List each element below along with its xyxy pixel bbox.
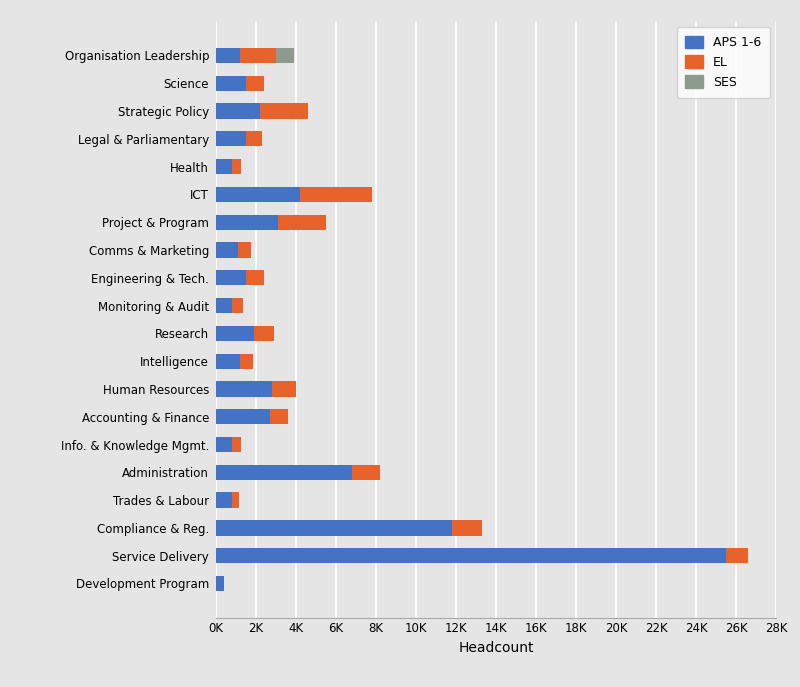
Bar [246,270,264,285]
Bar [216,48,240,63]
Bar [240,48,276,63]
Bar [300,187,372,202]
Bar [232,437,241,452]
Bar [254,326,274,341]
Bar [260,103,308,119]
Bar [278,214,326,230]
Bar [216,103,260,119]
Bar [232,493,239,508]
Bar [216,298,232,313]
Bar [216,270,246,285]
X-axis label: Headcount: Headcount [458,641,534,655]
Bar [216,326,254,341]
Bar [216,437,232,452]
Bar [216,520,452,536]
Bar [238,243,251,258]
Bar [270,409,288,425]
Bar [216,464,352,480]
Bar [352,464,380,480]
Bar [246,131,262,146]
Bar [240,354,253,369]
Bar [276,48,294,63]
Bar [216,354,240,369]
Bar [216,576,224,591]
Bar [216,214,278,230]
Bar [216,548,726,563]
Bar [216,76,246,91]
Bar [232,298,243,313]
Bar [232,159,241,174]
Bar [216,381,272,396]
Bar [246,76,264,91]
Bar [272,381,296,396]
Legend: APS 1-6, EL, SES: APS 1-6, EL, SES [677,27,770,98]
Bar [216,493,232,508]
Bar [452,520,482,536]
Bar [216,409,270,425]
Bar [726,548,748,563]
Bar [216,243,238,258]
Bar [216,159,232,174]
Bar [216,187,300,202]
Bar [216,131,246,146]
